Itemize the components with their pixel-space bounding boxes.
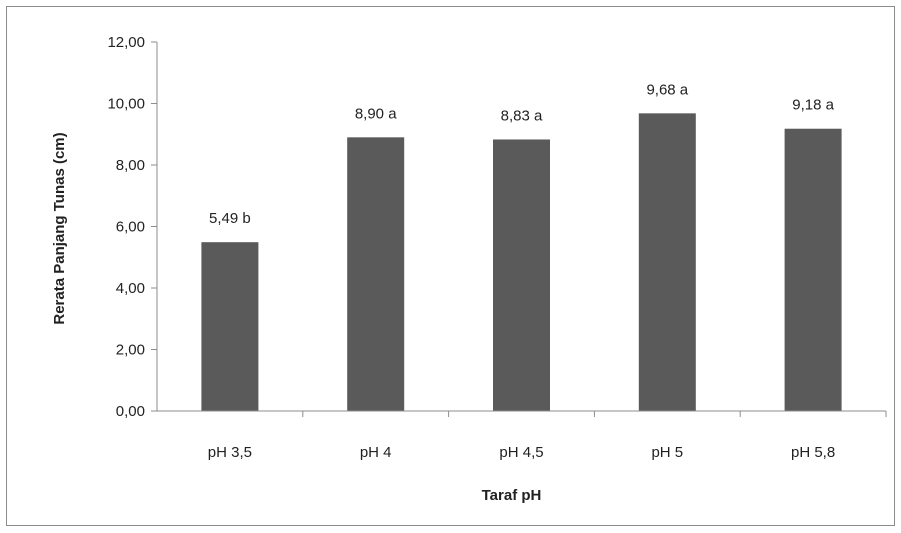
bar [638, 113, 696, 411]
x-tick-label: pH 4 [360, 444, 392, 461]
y-axis-title: Rerata Panjang Tunas (cm) [51, 132, 68, 324]
y-tick-label: 0,00 [116, 403, 145, 420]
chart-frame [6, 6, 895, 526]
y-tick-label: 10,00 [107, 96, 145, 113]
bars: 5,49 b 8,90 a 8,83 a 9,68 a 9,18 a [201, 81, 842, 412]
x-tick-label: pH 5 [651, 444, 683, 461]
data-label: 8,90 a [355, 105, 397, 122]
bar [784, 128, 842, 411]
y-tick-label: 4,00 [116, 280, 145, 297]
data-label: 5,49 b [209, 210, 251, 227]
bar [201, 242, 259, 411]
x-tick-label: pH 4,5 [499, 444, 543, 461]
data-label: 8,83 a [501, 107, 543, 124]
data-label: 9,68 a [646, 81, 688, 98]
y-tick-label: 12,00 [107, 34, 145, 51]
x-tick-label: pH 3,5 [208, 444, 252, 461]
y-tick-label: 2,00 [116, 342, 145, 359]
y-axis-ticks: 0,00 2,00 4,00 6,00 8,00 10,00 12,00 [107, 34, 157, 420]
y-tick-label: 6,00 [116, 219, 145, 236]
x-axis-tick-labels: pH 3,5 pH 4 pH 4,5 pH 5 pH 5,8 [208, 411, 887, 461]
x-axis-title: Taraf pH [482, 487, 542, 504]
y-tick-label: 8,00 [116, 157, 145, 174]
bar [347, 137, 405, 411]
x-tick-label: pH 5,8 [791, 444, 835, 461]
data-label: 9,18 a [792, 97, 834, 114]
bar [493, 139, 550, 412]
